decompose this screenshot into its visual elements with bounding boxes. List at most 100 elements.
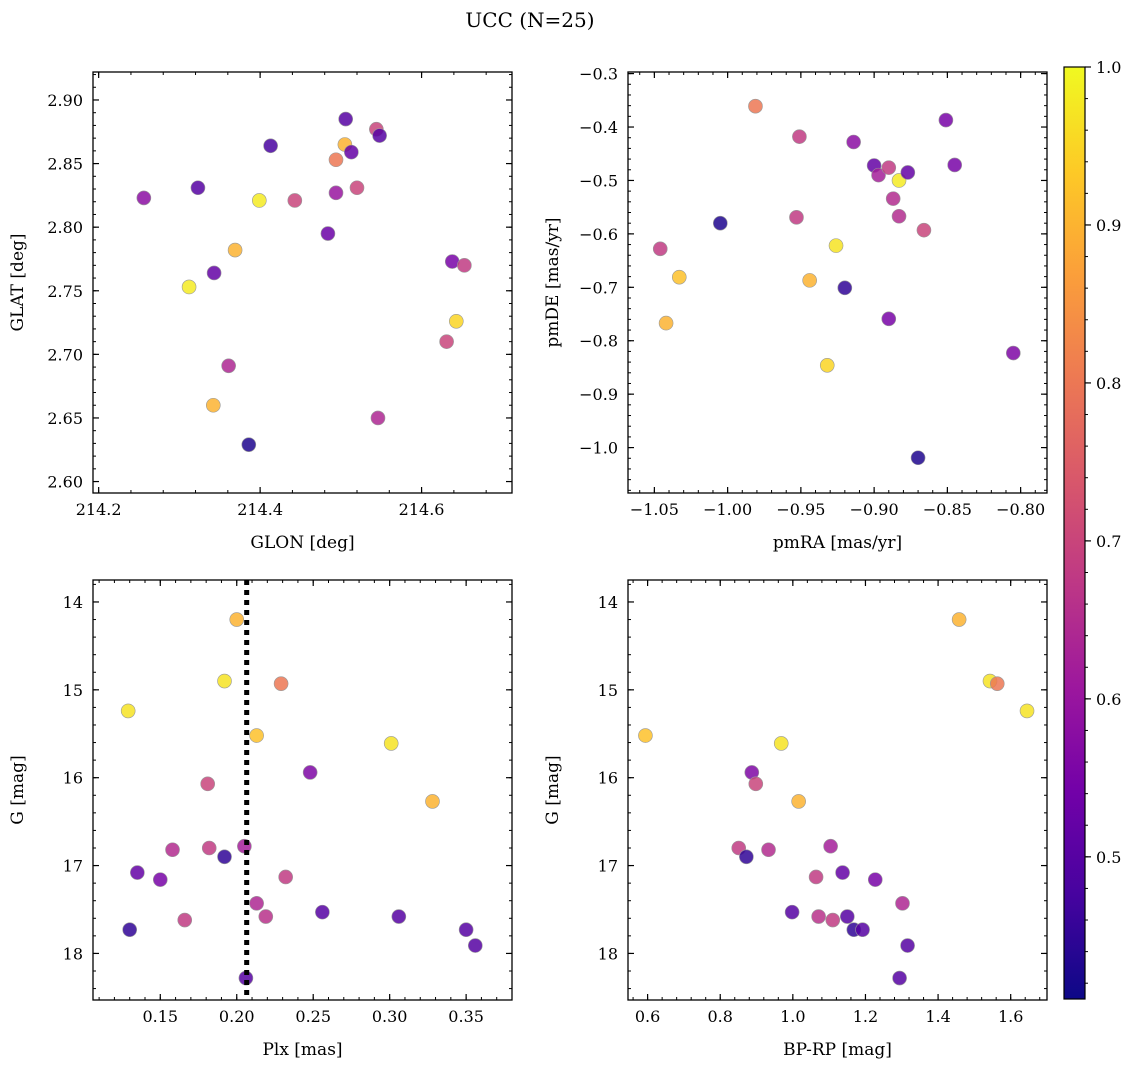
- scatter-point: [273, 676, 289, 691]
- scatter-point: [328, 152, 344, 168]
- x-tick-label: 1.2: [853, 1007, 878, 1026]
- scatter-point: [867, 872, 883, 887]
- x-axis-label: pmRA [mas/yr]: [773, 533, 902, 553]
- scatter-point: [344, 144, 359, 160]
- x-axis-label: GLON [deg]: [250, 533, 354, 553]
- y-tick-label: 15: [63, 681, 83, 700]
- scatter-point: [263, 138, 278, 154]
- y-tick-label: 15: [598, 681, 618, 700]
- y-tick-label: 14: [598, 593, 618, 612]
- colorbar-tick-label: 1.0: [1096, 58, 1121, 77]
- scatter-point: [819, 358, 835, 373]
- y-tick-label: −0.8: [579, 332, 618, 351]
- scatter-point: [846, 134, 861, 150]
- data-layer: [120, 580, 483, 1000]
- scatter-point: [252, 193, 267, 208]
- ticks: [628, 580, 1047, 1000]
- x-tick-label: 0.25: [295, 1007, 331, 1026]
- x-axis-label: Plx [mas]: [262, 1040, 342, 1060]
- x-tick-label: 214.6: [399, 500, 445, 519]
- ticks: [93, 580, 513, 1000]
- data-layer: [638, 612, 1035, 986]
- scatter-point: [349, 180, 365, 196]
- scatter-point: [372, 128, 387, 143]
- scatter-point: [748, 776, 764, 792]
- scatter-point: [855, 922, 870, 938]
- scatter-point: [205, 397, 221, 413]
- scatter-point: [881, 160, 897, 175]
- figure-title: UCC (N=25): [465, 8, 594, 32]
- scatter-point: [448, 313, 464, 329]
- x-tick-label: 0.8: [707, 1007, 732, 1026]
- scatter-point: [229, 612, 245, 627]
- y-tick-label: 2.60: [47, 473, 83, 492]
- colorbar: 0.5 0.6 0.7 0.8 0.9 1.0: [1063, 58, 1121, 1000]
- scatter-point: [227, 242, 243, 258]
- y-axis-label: G [mag]: [8, 755, 28, 824]
- axes-frame: [92, 579, 513, 1001]
- scatter-point: [989, 676, 1005, 691]
- scatter-point: [789, 210, 804, 225]
- axes-frame: [627, 71, 1048, 494]
- x-tick-label: −0.95: [776, 500, 825, 519]
- scatter-point: [278, 869, 293, 885]
- scatter-point: [891, 208, 907, 224]
- y-tick-label: 2.75: [47, 282, 83, 301]
- ticks: [93, 72, 512, 493]
- x-tick-label: −1.00: [703, 500, 752, 519]
- scatter-point: [784, 904, 800, 920]
- scatter-point: [370, 410, 386, 426]
- scatter-point: [328, 185, 344, 201]
- scatter-point: [1006, 345, 1021, 361]
- y-tick-label: 2.70: [47, 345, 83, 364]
- scatter-point: [900, 165, 916, 180]
- scatter-point: [808, 869, 824, 885]
- data-layer: [136, 111, 472, 452]
- scatter-point: [249, 896, 264, 911]
- subplot-2: −1.05 −1.00 −0.95 −0.90 −0.85 −0.80 −1.0 −0.9 −0…: [543, 65, 1048, 553]
- scatter-point: [892, 970, 907, 986]
- scatter-point: [825, 912, 841, 928]
- y-tick-label: 2.90: [47, 91, 83, 110]
- axes-frame: [92, 71, 513, 494]
- scatter-point: [201, 840, 217, 856]
- scatter-point: [122, 922, 138, 938]
- scatter-point: [837, 280, 853, 296]
- x-tick-label: 0.20: [219, 1007, 255, 1026]
- axes-frame: [627, 579, 1048, 1001]
- y-tick-label: 2.65: [47, 409, 83, 428]
- colorbar-tick-label: 0.5: [1096, 848, 1121, 867]
- scatter-point: [910, 450, 926, 466]
- scatter-point: [811, 909, 826, 924]
- scatter-point: [802, 273, 817, 288]
- scatter-point: [916, 222, 932, 238]
- scatter-point: [1019, 703, 1035, 719]
- scatter-point: [791, 794, 806, 809]
- colorbar-tick-label: 0.7: [1096, 532, 1121, 551]
- scatter-point: [165, 842, 180, 858]
- scatter-point: [221, 358, 236, 374]
- y-tick-label: −0.7: [579, 278, 618, 297]
- scatter-point: [425, 794, 440, 809]
- subplot-1: 214.2 214.4 214.6 2.60 2.65 2.70 2.75 2.80 2.85 2…: [8, 71, 513, 553]
- x-tick-label: −0.80: [996, 500, 1045, 519]
- x-tick-label: 0.15: [142, 1007, 178, 1026]
- colorbar-tick-label: 0.8: [1096, 374, 1121, 393]
- scatter-point: [951, 612, 967, 627]
- scatter-point: [217, 673, 232, 689]
- scatter-point: [840, 909, 855, 924]
- scatter-point: [391, 909, 407, 924]
- scatter-point: [761, 842, 776, 858]
- scatter-point: [315, 904, 330, 920]
- y-tick-label: −0.5: [579, 171, 618, 190]
- scatter-point: [302, 765, 318, 780]
- y-tick-label: −1.0: [579, 439, 618, 458]
- y-tick-label: 14: [63, 593, 83, 612]
- colorbar-tick-label: 0.9: [1096, 216, 1121, 235]
- colorbar-tick-label: 0.6: [1096, 690, 1121, 709]
- scatter-point: [938, 112, 954, 128]
- scatter-point: [338, 111, 353, 127]
- scatter-point: [190, 180, 206, 196]
- y-tick-label: 17: [63, 857, 83, 876]
